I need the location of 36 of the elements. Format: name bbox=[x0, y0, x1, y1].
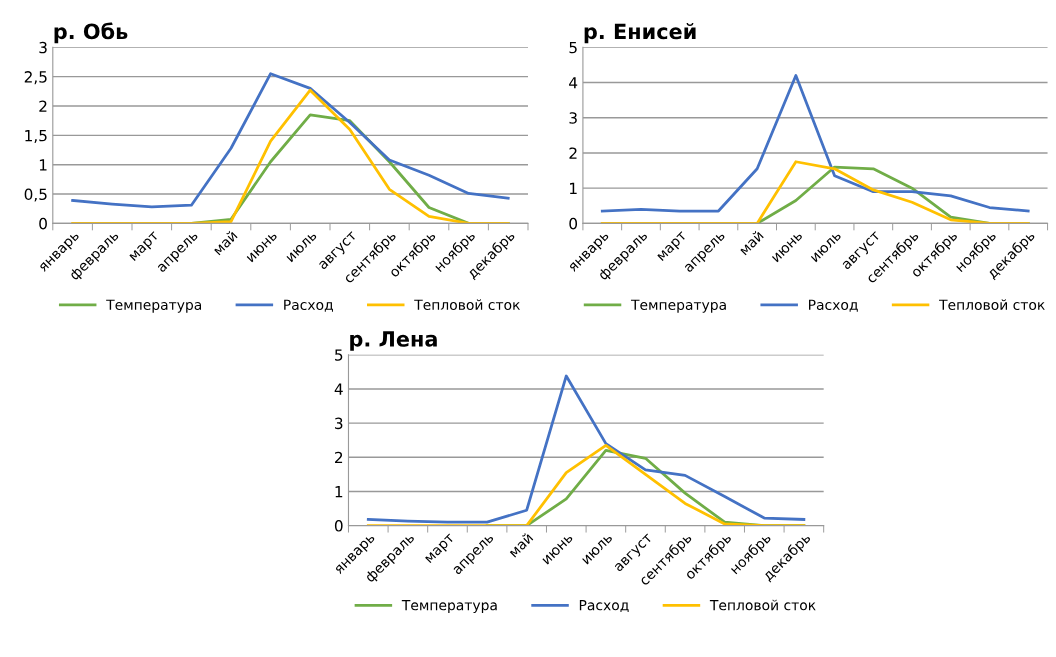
y-tick-label: 3 bbox=[39, 41, 47, 54]
y-tick-label: 0 bbox=[334, 520, 343, 532]
line-series bbox=[71, 88, 510, 224]
chart-title: р. Енисей bbox=[584, 23, 696, 44]
line-series bbox=[600, 74, 1030, 213]
y-tick-label: 1 bbox=[570, 182, 577, 194]
legend-label: Температура bbox=[106, 299, 202, 313]
line-series bbox=[71, 72, 510, 209]
y-tick-label: 3 bbox=[569, 112, 577, 124]
y-tick-label: 1 bbox=[39, 159, 47, 171]
legend-label: Тепловой сток bbox=[414, 299, 520, 311]
legend-label: Расход bbox=[284, 299, 333, 312]
y-tick-label: 2 bbox=[335, 451, 343, 464]
y-tick-label: 0,5 bbox=[24, 188, 47, 202]
legend-label: Тепловой сток bbox=[939, 299, 1045, 311]
chart-title: р. Обь bbox=[54, 22, 128, 44]
legend-label: Температура bbox=[630, 299, 726, 313]
y-tick-label: 2 bbox=[39, 100, 47, 112]
y-tick-label: 2,5 bbox=[24, 71, 47, 85]
y-tick-label: 2 bbox=[569, 147, 577, 159]
legend-label: Температура bbox=[401, 600, 497, 614]
y-tick-label: 3 bbox=[335, 417, 343, 430]
chart-title: р. Лена bbox=[350, 331, 437, 351]
y-tick-label: 5 bbox=[569, 41, 577, 54]
legend-label: Расход bbox=[809, 299, 858, 312]
y-tick-label: 1,5 bbox=[25, 130, 47, 143]
y-tick-label: 5 bbox=[335, 349, 343, 361]
y-tick-label: 4 bbox=[569, 77, 578, 89]
y-tick-label: 0 bbox=[569, 217, 578, 230]
legend-label: Расход bbox=[579, 600, 629, 613]
y-tick-label: 1 bbox=[335, 486, 343, 498]
legend-label: Тепловой сток bbox=[709, 599, 816, 611]
line-series bbox=[366, 443, 806, 526]
line-series bbox=[366, 374, 806, 524]
y-tick-label: 0 bbox=[39, 217, 47, 230]
y-tick-label: 4 bbox=[334, 383, 343, 395]
